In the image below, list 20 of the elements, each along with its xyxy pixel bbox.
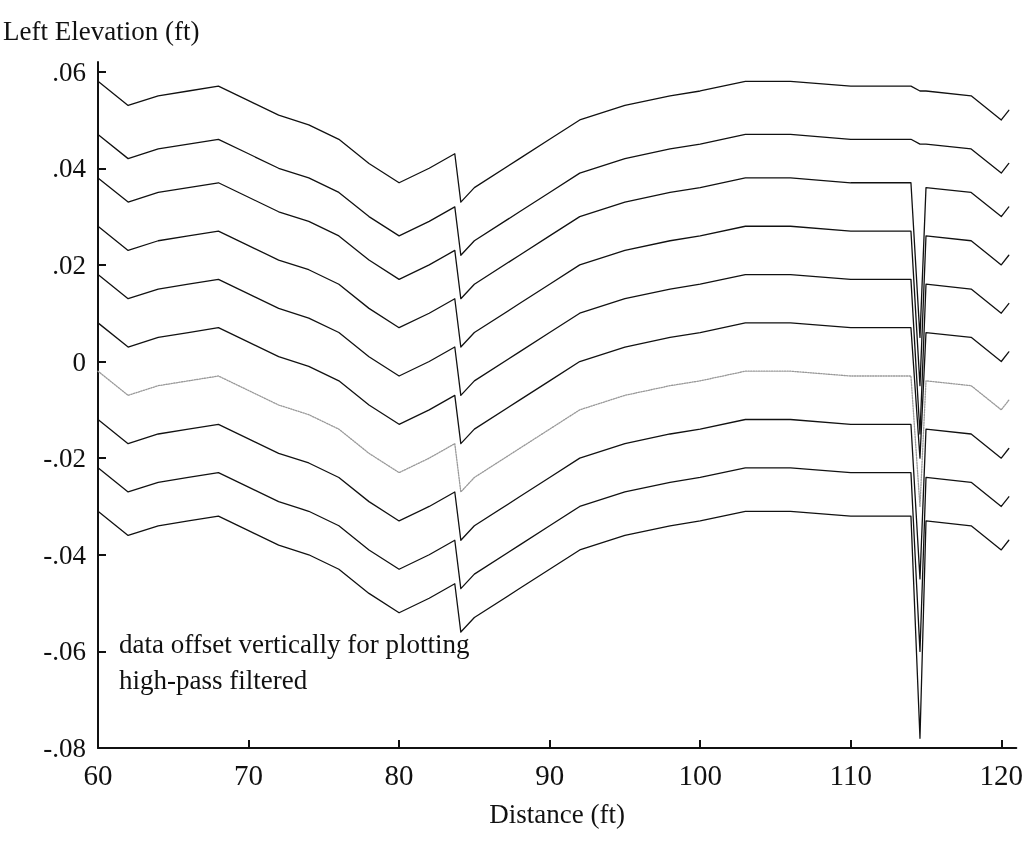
y-axis-title: Left Elevation (ft) xyxy=(3,15,200,46)
x-tick-label: 100 xyxy=(678,758,722,791)
y-tick-label: .04 xyxy=(52,153,87,184)
x-tick-label: 90 xyxy=(535,758,565,791)
x-tick-label: 110 xyxy=(829,758,872,791)
y-tick-label: -.04 xyxy=(43,539,87,570)
x-tick-label: 80 xyxy=(384,758,414,791)
y-tick-label: -.06 xyxy=(43,636,86,667)
y-tick-label: .06 xyxy=(52,56,86,87)
y-tick-label: -.08 xyxy=(43,733,86,763)
x-tick-label: 60 xyxy=(83,758,113,791)
line-series xyxy=(97,370,1010,508)
annotation: high-pass filtered xyxy=(119,664,308,695)
x-tick-label: 70 xyxy=(234,758,264,791)
x-tick-label: 120 xyxy=(979,758,1024,791)
y-tick-label: 0 xyxy=(72,346,86,377)
x-axis-title: Distance (ft) xyxy=(489,798,625,829)
y-tick-label: .02 xyxy=(52,249,86,280)
annotation: data offset vertically for plotting xyxy=(119,628,470,659)
y-tick-label: -.02 xyxy=(43,443,86,474)
